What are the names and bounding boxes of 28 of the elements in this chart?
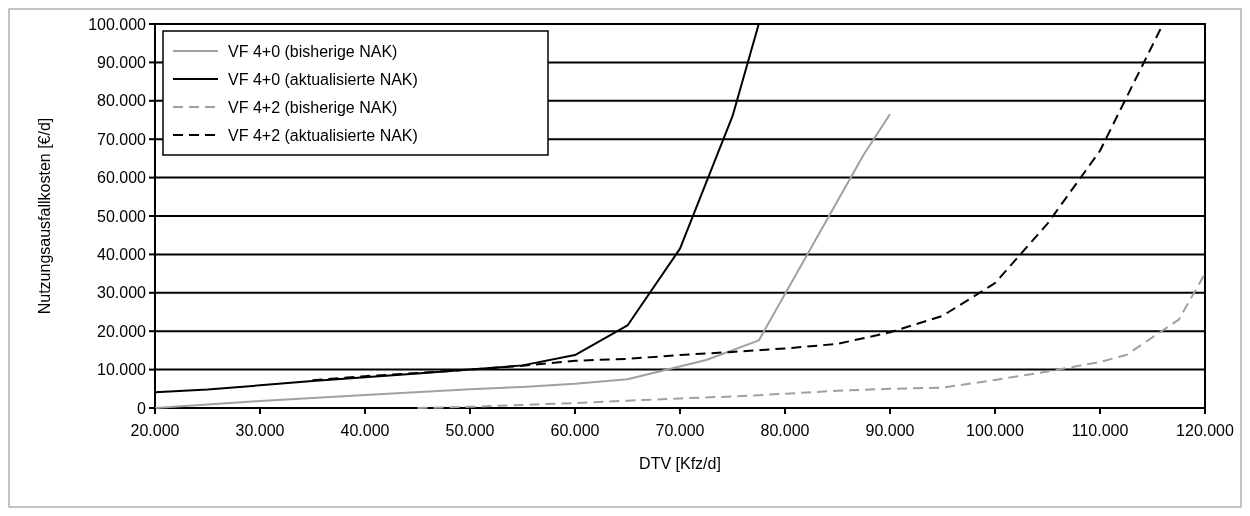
y-axis-title: Nutzungsausfallkosten [€/d] (36, 117, 53, 315)
x-tick-label: 80.000 (760, 422, 810, 439)
x-tick-label: 30.000 (235, 422, 285, 439)
legend-label: VF 4+2 (bisherige NAK) (228, 98, 398, 116)
x-axis-title: DTV [Kfz/d] (639, 455, 721, 472)
x-tick-label: 20.000 (130, 422, 180, 439)
y-tick-label: 20.000 (97, 322, 147, 340)
y-tick-label: 100.000 (88, 15, 147, 33)
x-tick-label: 110.000 (1071, 422, 1129, 439)
legend-label: VF 4+0 (aktualisierte NAK) (228, 70, 418, 88)
y-tick-label: 10.000 (97, 361, 147, 379)
x-tick-label: 60.000 (550, 422, 600, 439)
x-tick-label: 90.000 (865, 422, 915, 439)
x-tick-label: 50.000 (445, 422, 495, 439)
x-tick-label: 70.000 (655, 422, 705, 439)
y-tick-label: 30.000 (97, 284, 147, 302)
legend-label: VF 4+2 (aktualisierte NAK) (228, 126, 418, 144)
legend-label: VF 4+0 (bisherige NAK) (228, 42, 398, 60)
x-tick-label: 100.000 (966, 422, 1025, 439)
y-tick-label: 60.000 (97, 169, 147, 187)
y-tick-label: 90.000 (97, 54, 147, 71)
x-tick-label: 40.000 (340, 422, 390, 439)
x-tick-label: 120.000 (1176, 422, 1235, 439)
y-tick-label: 0 (137, 399, 147, 417)
y-tick-label: 80.000 (97, 92, 147, 110)
y-tick-label: 70.000 (97, 130, 147, 148)
y-tick-label: 40.000 (97, 246, 147, 263)
y-tick-label: 50.000 (97, 207, 147, 225)
